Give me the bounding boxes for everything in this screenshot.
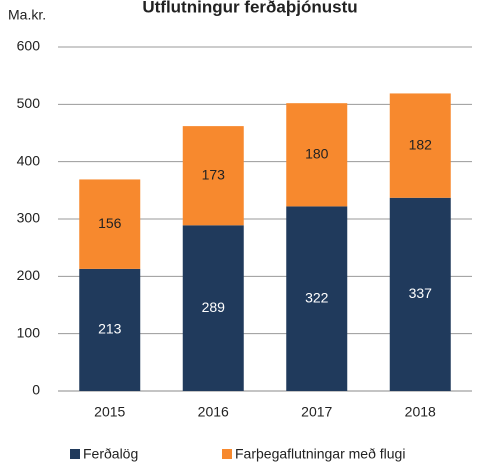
data-label: 182: [409, 136, 433, 152]
bar-segment: [389, 93, 451, 198]
y-tick-label: 300: [17, 210, 41, 226]
bar-segment: [286, 103, 348, 207]
y-tick-label: 200: [17, 267, 41, 283]
y-tick-label: 100: [17, 324, 41, 340]
legend-label: Ferðalög: [83, 446, 138, 462]
data-label: 322: [305, 289, 329, 305]
data-label: 156: [98, 215, 122, 231]
y-axis-label: Ma.kr.: [8, 7, 46, 23]
data-label: 289: [202, 299, 226, 315]
x-tick-label: 2018: [405, 404, 436, 420]
data-label: 173: [202, 166, 226, 182]
legend-label: Farþegaflutningar með flugi: [235, 446, 405, 462]
bar-segment: [286, 206, 348, 391]
data-label: 180: [305, 145, 329, 161]
data-label: 213: [98, 321, 122, 337]
x-tick-label: 2017: [301, 404, 332, 420]
bar-segment: [182, 225, 244, 391]
y-tick-label: 500: [17, 95, 41, 111]
bar-segment: [182, 126, 244, 226]
chart-title: Útflutningur ferðaþjónustu: [142, 0, 357, 16]
y-tick-label: 0: [32, 382, 40, 398]
bar-segment: [79, 179, 141, 269]
y-tick-label: 400: [17, 152, 41, 168]
legend-swatch: [222, 449, 232, 459]
x-tick-label: 2016: [198, 404, 229, 420]
y-tick-label: 600: [17, 38, 41, 54]
legend-swatch: [70, 449, 80, 459]
data-label: 337: [409, 285, 433, 301]
bar-segment: [389, 197, 451, 391]
bar-segment: [79, 268, 141, 391]
x-tick-label: 2015: [94, 404, 125, 420]
